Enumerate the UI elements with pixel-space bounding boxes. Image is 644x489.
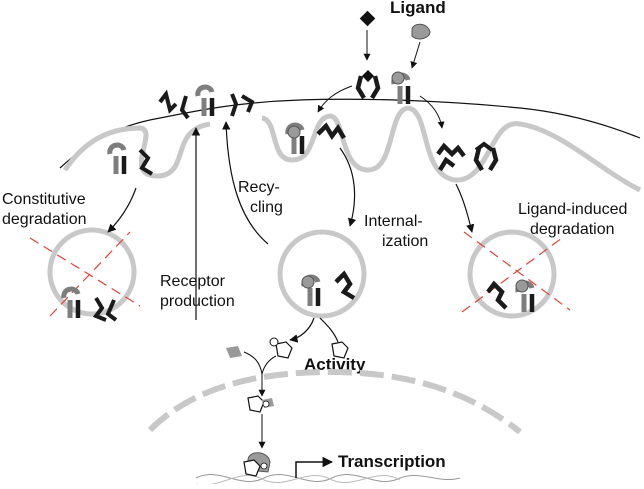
ligand-induced-degradation-vesicle <box>461 229 571 319</box>
internalization-label-line2: ization <box>382 233 428 250</box>
constitutive-label-line1: Constitutive <box>2 191 86 208</box>
ligand-label: Ligand <box>390 0 446 17</box>
round-ligand-icon <box>411 23 431 40</box>
receptors-middle-pit <box>288 122 346 154</box>
nuclear-envelope <box>147 368 522 435</box>
endosome-vesicle <box>277 229 367 319</box>
receptors-left-pit <box>110 145 154 174</box>
recycling-label-line1: Recy- <box>238 179 280 196</box>
receptors-top-right <box>358 70 408 104</box>
internalization-label-line1: Internal- <box>364 213 423 230</box>
receptors-top-left <box>158 87 255 120</box>
internalization-arrow <box>339 147 357 227</box>
cell-membrane <box>59 98 642 193</box>
signaling-cascade <box>226 346 277 449</box>
receptor-production-line1: Receptor <box>160 273 226 290</box>
recycling-arrow <box>222 121 269 245</box>
diamond-ligand-icon <box>359 10 376 27</box>
ligand-induced-label-line1: Ligand-induced <box>518 201 627 218</box>
activity-group: Activity <box>269 317 366 374</box>
transcription-label: Transcription <box>338 452 446 471</box>
receptor-production-line2: production <box>160 293 235 310</box>
dna-transcription: Transcription <box>195 452 461 486</box>
constitutive-degradation-vesicle <box>29 227 141 322</box>
recycling-label-line2: cling <box>250 199 283 216</box>
ligand-induced-label-line2: degradation <box>530 221 615 238</box>
receptors-right-pit <box>436 141 496 170</box>
ligand-group: Ligand <box>359 0 446 69</box>
constitutive-label-line2: degradation <box>2 211 87 228</box>
